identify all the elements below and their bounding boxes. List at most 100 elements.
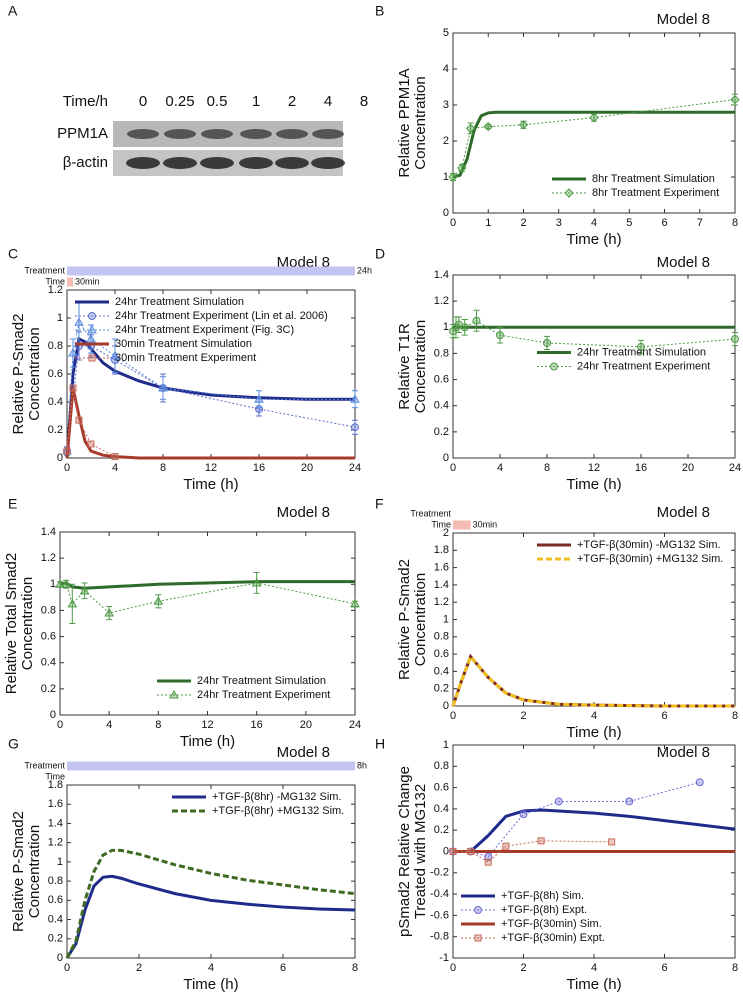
y-tick-label: 0.2 (434, 426, 449, 438)
chart: H Model 8 0 2 4 6 8 -1 -0.8 -0.6 -0.4 -0.2 0 0.2 0.4 0.… (375, 736, 738, 993)
y-tick-label: 0.2 (48, 424, 63, 436)
marker (589, 112, 599, 123)
treatment-bar (67, 266, 355, 276)
y-tick-label: 1.2 (48, 284, 63, 296)
x-axis-label: Time (h) (566, 724, 621, 741)
series-line (452, 320, 736, 348)
x-tick-label: 8 (155, 719, 161, 731)
y-tick-label: -0.6 (430, 909, 449, 921)
y-tick-label: 0.6 (48, 368, 63, 380)
marker (351, 423, 359, 432)
y-tick-label: 0.2 (48, 933, 63, 945)
error-bar (253, 572, 260, 594)
y-tick-label: 0.2 (434, 824, 449, 836)
x-tick-label: 24 (349, 719, 361, 731)
treatment-text: 8h (357, 760, 367, 770)
marker (472, 316, 481, 325)
y-tick-label: 0 (443, 700, 449, 712)
y-tick-label: 0.4 (434, 803, 449, 815)
panel-letter: E (8, 496, 17, 512)
x-axis-label: Time (h) (566, 231, 621, 248)
y-tick-label: -0.2 (430, 867, 449, 879)
x-tick-label: 6 (280, 962, 286, 974)
x-tick-label: 24 (349, 462, 361, 474)
series-line (453, 840, 612, 863)
legend-marker (474, 934, 482, 942)
y-tick-label: 1.4 (48, 817, 63, 829)
x-tick-label: 16 (635, 462, 647, 474)
error-bar (69, 583, 76, 624)
marker (87, 440, 95, 448)
treatment-text: 24h (357, 265, 372, 275)
treatment-label: Time (45, 771, 65, 781)
x-tick-label: 16 (251, 719, 263, 731)
marker (608, 838, 616, 846)
series-line (451, 653, 735, 708)
x-tick-label: 0 (64, 962, 70, 974)
marker (518, 120, 529, 130)
x-tick-label: 7 (697, 217, 703, 229)
legend-label: 24hr Treatment Simulation (197, 675, 326, 687)
y-tick-label: 0 (443, 845, 449, 857)
x-tick-label: 4 (112, 462, 118, 474)
row-label: β-actin (63, 154, 108, 171)
marker (158, 382, 168, 392)
x-tick-label: 0 (450, 462, 456, 474)
treatment-label: Treatment (24, 760, 65, 770)
marker (730, 94, 740, 105)
y-tick-label: 1 (57, 312, 63, 324)
band (127, 129, 159, 139)
chart: B Model 8 0 1 2 3 4 5 6 7 8 0 1 2 3 4 5 Time (h) Relative … (375, 3, 740, 248)
legend-label: 8hr Treatment Simulation (592, 173, 715, 185)
legend-label: 24hr Treatment Experiment (577, 360, 710, 372)
y-axis-label: pSmad2 Relative Change (396, 766, 413, 937)
y-tick-label: 3 (443, 99, 449, 111)
x-tick-label: 0 (450, 217, 456, 229)
band (275, 157, 309, 169)
y-axis-label: Treated with MG132 (412, 784, 429, 919)
x-tick-label: 12 (588, 462, 600, 474)
y-tick-label: 0.6 (48, 894, 63, 906)
error-bar (544, 335, 550, 351)
band (311, 157, 345, 169)
marker (483, 121, 493, 132)
marker (448, 172, 458, 182)
x-tick-label: 4 (591, 962, 597, 974)
band (164, 129, 196, 139)
x-axis-label: Time (h) (180, 733, 235, 750)
y-axis-label: Relative P-Smad2 (10, 314, 27, 435)
marker (449, 848, 457, 855)
series-line (451, 653, 735, 708)
panel-letter: B (375, 3, 384, 19)
marker (519, 810, 528, 819)
band (312, 129, 344, 139)
marker (457, 163, 467, 173)
y-tick-label: 5 (443, 27, 449, 39)
y-tick-label: 0.2 (41, 683, 56, 695)
y-axis-label: Relative P-Smad2 (396, 559, 413, 680)
y-axis-label: Concentration (412, 573, 429, 666)
y-tick-label: 1.6 (434, 562, 449, 574)
time-label: Time/h (63, 93, 108, 110)
y-tick-label: 0.8 (41, 604, 56, 616)
error-bar (352, 390, 358, 409)
marker (110, 350, 120, 360)
y-tick-label: 0 (443, 452, 449, 464)
y-axis-label: Relative T1R (396, 323, 413, 410)
y-tick-label: 2 (443, 527, 449, 539)
y-tick-label: -0.4 (430, 888, 449, 900)
treatment-text: 30min (473, 519, 498, 529)
y-tick-label: 1.6 (48, 798, 63, 810)
y-tick-label: 1 (443, 321, 449, 333)
x-axis-label: Time (h) (566, 476, 621, 493)
y-tick-label: 1 (443, 739, 449, 751)
panel-a: A Time/h PPM1A β-actin (8, 3, 343, 176)
y-tick-label: 1.2 (48, 837, 63, 849)
marker (67, 598, 78, 608)
marker (69, 384, 77, 392)
legend-label: 8hr Treatment Experiment (592, 187, 719, 199)
band (126, 157, 160, 169)
y-tick-label: 0.6 (434, 782, 449, 794)
